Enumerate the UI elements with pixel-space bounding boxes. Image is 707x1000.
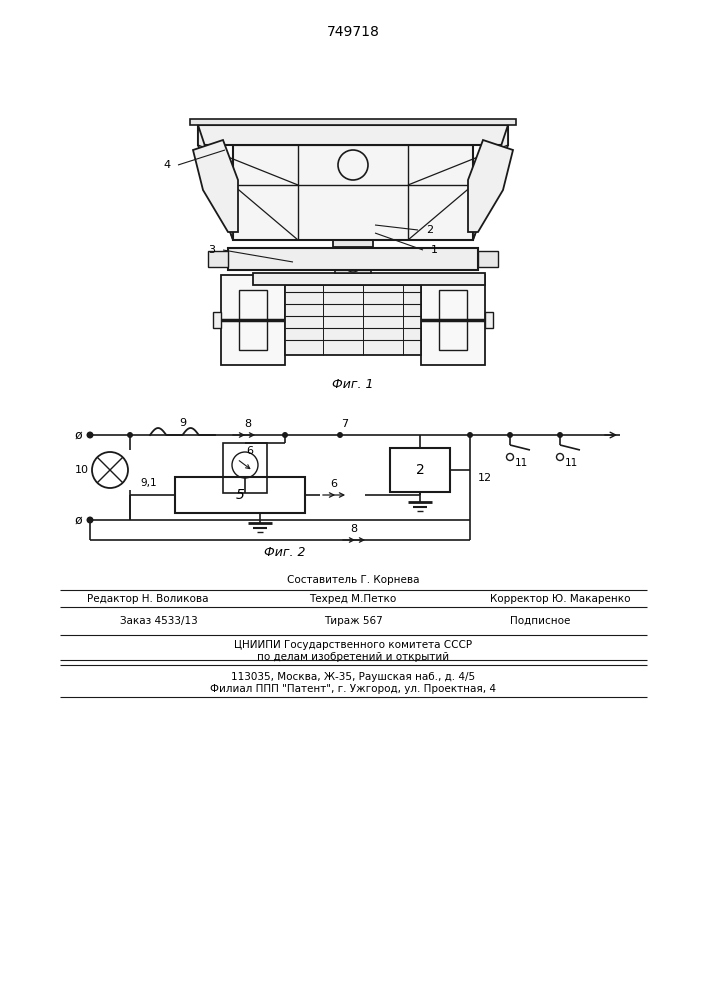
Text: Фиг. 1: Фиг. 1 <box>332 378 374 391</box>
Text: Фиг. 2: Фиг. 2 <box>264 546 305 560</box>
Circle shape <box>92 452 128 488</box>
Bar <box>198 125 508 145</box>
Text: Техред М.Петко: Техред М.Петко <box>310 593 397 603</box>
Text: 8: 8 <box>351 524 358 534</box>
Circle shape <box>507 432 513 438</box>
Text: 11: 11 <box>515 458 528 468</box>
Text: по делам изобретений и открытий: по делам изобретений и открытий <box>257 652 449 662</box>
Circle shape <box>86 516 93 524</box>
Text: 9: 9 <box>179 418 186 428</box>
Bar <box>253 273 485 285</box>
Text: Тираж 567: Тираж 567 <box>324 616 382 626</box>
Circle shape <box>282 432 288 438</box>
Text: Корректор Ю. Макаренко: Корректор Ю. Макаренко <box>490 593 630 603</box>
Bar <box>233 145 473 240</box>
Text: 5: 5 <box>235 488 245 502</box>
Bar <box>223 443 267 493</box>
Text: ЦНИИПИ Государственного комитета СССР: ЦНИИПИ Государственного комитета СССР <box>234 640 472 650</box>
Text: ø: ø <box>74 514 82 526</box>
Circle shape <box>467 432 473 438</box>
Text: 4: 4 <box>164 160 171 170</box>
Text: 2: 2 <box>416 463 424 477</box>
Text: 113035, Москва, Ж-35, Раушская наб., д. 4/5: 113035, Москва, Ж-35, Раушская наб., д. … <box>231 672 475 682</box>
Text: 8: 8 <box>244 419 251 429</box>
Bar <box>190 119 516 125</box>
Bar <box>335 255 371 273</box>
Polygon shape <box>421 275 485 365</box>
Bar <box>208 251 228 267</box>
Bar <box>285 285 421 355</box>
Text: 2: 2 <box>426 225 433 235</box>
Text: Заказ 4533/13: Заказ 4533/13 <box>120 616 198 626</box>
Circle shape <box>337 432 343 438</box>
Text: Подписное: Подписное <box>510 616 571 626</box>
Circle shape <box>557 432 563 438</box>
Polygon shape <box>473 125 508 240</box>
Polygon shape <box>468 140 513 232</box>
Text: ø: ø <box>74 428 82 442</box>
Polygon shape <box>198 125 233 240</box>
Text: 749718: 749718 <box>327 25 380 39</box>
Text: Редактор Н. Воликова: Редактор Н. Воликова <box>87 593 209 603</box>
Text: Составитель Г. Корнева: Составитель Г. Корнева <box>287 575 419 585</box>
Text: 12: 12 <box>478 473 492 483</box>
Polygon shape <box>213 312 221 328</box>
Text: 11: 11 <box>565 458 578 468</box>
Circle shape <box>86 432 93 438</box>
Polygon shape <box>485 312 493 328</box>
Text: 3: 3 <box>208 245 215 255</box>
Bar <box>333 219 373 247</box>
Circle shape <box>349 215 357 223</box>
Text: 1: 1 <box>431 245 438 255</box>
Polygon shape <box>221 275 285 365</box>
Polygon shape <box>193 140 238 232</box>
Bar <box>228 248 478 270</box>
Circle shape <box>127 432 133 438</box>
Bar <box>175 477 305 513</box>
Text: 6: 6 <box>330 479 337 489</box>
Text: 6: 6 <box>247 446 254 456</box>
Bar <box>390 448 450 492</box>
Text: 9,1: 9,1 <box>140 478 157 488</box>
Text: 7: 7 <box>341 419 349 429</box>
Text: 10: 10 <box>75 465 89 475</box>
Text: Филиал ППП "Патент", г. Ужгород, ул. Проектная, 4: Филиал ППП "Патент", г. Ужгород, ул. Про… <box>210 684 496 694</box>
Bar <box>478 251 498 267</box>
